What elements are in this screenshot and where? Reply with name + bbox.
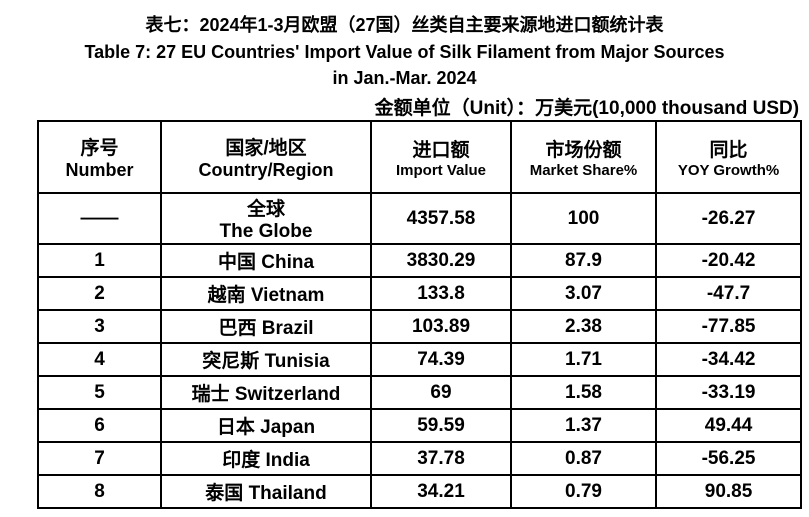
table-cell: 日本 Japan: [160, 408, 372, 443]
table-cell: -47.7: [654, 276, 803, 311]
table-cell: 7: [37, 441, 162, 476]
table-cell: 74.39: [370, 342, 512, 377]
table-cell: 巴西 Brazil: [160, 309, 372, 344]
table-cell: -56.25: [654, 441, 803, 476]
table-cell: -33.19: [654, 375, 803, 410]
table-row: 8 泰国 Thailand 34.21 0.79 90.85: [37, 474, 803, 509]
table-cell: 90.85: [654, 474, 803, 509]
cell-line: The Globe: [219, 221, 313, 242]
table-cell: 6: [37, 408, 162, 443]
unit-row: 金额单位（Unit）：万美元(10,000 thousand USD): [38, 93, 802, 122]
table-cell: 100: [510, 192, 657, 245]
table-cell: -77.85: [654, 309, 803, 344]
table-cell: 5: [37, 375, 162, 410]
table-cell: 泰国 Thailand: [160, 474, 372, 509]
table-row: 7 印度 India 37.78 0.87 -56.25: [37, 441, 803, 476]
header-cn: 市场份额: [545, 140, 622, 161]
table-cell: 34.21: [370, 474, 512, 509]
table-cell: 越南 Vietnam: [160, 276, 372, 311]
cell-line: 全球: [246, 199, 285, 220]
header-cell: 进口额 Import Value: [370, 120, 512, 194]
table-cell: 0.79: [510, 474, 657, 509]
table-cell: ——: [37, 192, 162, 245]
table-cell: 瑞士 Switzerland: [160, 375, 372, 410]
table-cell: 4: [37, 342, 162, 377]
table-cell: 87.9: [510, 243, 657, 278]
header-cn: 同比: [709, 140, 748, 161]
header-cn: 进口额: [412, 140, 470, 161]
header-cn: 国家/地区: [225, 138, 307, 159]
table-cell: 中国 China: [160, 243, 372, 278]
table-row: 5 瑞士 Switzerland 69 1.58 -33.19: [37, 375, 803, 410]
table-cell: -34.42: [654, 342, 803, 377]
table-cell: 2: [37, 276, 162, 311]
table-cell: 突尼斯 Tunisia: [160, 342, 372, 377]
table-cell: 1.37: [510, 408, 657, 443]
table-cell: 全球 The Globe: [160, 192, 372, 245]
table-cell: 1.58: [510, 375, 657, 410]
title-en: in Jan.-Mar. 2024: [332, 68, 477, 88]
table-cell: 59.59: [370, 408, 512, 443]
header-cell: 国家/地区 Country/Region: [160, 120, 372, 194]
table-cell: 37.78: [370, 441, 512, 476]
header-cn: 序号: [80, 138, 119, 159]
data-table: 金额单位（Unit）：万美元(10,000 thousand USD) 序号 Nu…: [37, 93, 803, 509]
table-row: 6 日本 Japan 59.59 1.37 49.44: [37, 408, 803, 443]
table-cell: 1.71: [510, 342, 657, 377]
table-cell: 3830.29: [370, 243, 512, 278]
header-en: YOY Growth%: [677, 162, 780, 179]
unit: 金额单位（Unit）：万美元(10,000 thousand USD): [38, 93, 802, 122]
table-cell: 49.44: [654, 408, 803, 443]
table-cell: -20.42: [654, 243, 803, 278]
table-cell: 0.87: [510, 441, 657, 476]
header-en: Import Value: [395, 162, 487, 179]
title-cn: 表七：2024年1-3月欧盟（27国）丝类自主要来源地进口额统计表: [145, 15, 664, 35]
table-cell: 2.38: [510, 309, 657, 344]
table-row: 2 越南 Vietnam 133.8 3.07 -47.7: [37, 276, 803, 311]
header-en: Market Share%: [529, 162, 638, 179]
header-row: 序号 Number 国家/地区 Country/Region 进口额 Import Val…: [37, 120, 803, 194]
table-cell: 4357.58: [370, 192, 512, 245]
table-cell: 133.8: [370, 276, 512, 311]
table-row: 3 巴西 Brazil 103.89 2.38 -77.85: [37, 309, 803, 344]
table-row: —— 全球 The Globe 4357.58 100 -26.27: [37, 192, 803, 245]
table-cell: 1: [37, 243, 162, 278]
table-row: 1 中国 China 3830.29 87.9 -20.42: [37, 243, 803, 278]
table-cell: 103.89: [370, 309, 512, 344]
table-cell: 3.07: [510, 276, 657, 311]
header-cell: 市场份额 Market Share%: [510, 120, 657, 194]
table-cell: 印度 India: [160, 441, 372, 476]
header-en: Number: [65, 160, 134, 180]
table-cell: 69: [370, 375, 512, 410]
table-cell: -26.27: [654, 192, 803, 245]
table-row: 4 突尼斯 Tunisia 74.39 1.71 -34.42: [37, 342, 803, 377]
header-en: Country/Region: [198, 160, 334, 180]
title-en: Table 7: 27 EU Countries' Import Value o…: [84, 42, 725, 62]
table-cell: 3: [37, 309, 162, 344]
table-cell: 8: [37, 474, 162, 509]
header-cell: 序号 Number: [37, 120, 162, 194]
table-body: 金额单位（Unit）：万美元(10,000 thousand USD) 序号 Nu…: [37, 93, 803, 509]
header-cell: 同比 YOY Growth%: [654, 120, 803, 194]
